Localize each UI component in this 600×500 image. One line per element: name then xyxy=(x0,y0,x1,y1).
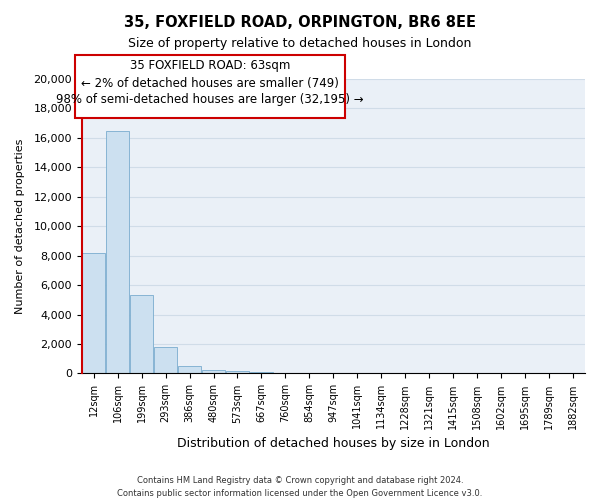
Bar xyxy=(178,366,201,374)
Text: ← 2% of detached houses are smaller (749): ← 2% of detached houses are smaller (749… xyxy=(81,76,339,90)
Bar xyxy=(202,370,225,374)
Y-axis label: Number of detached properties: Number of detached properties xyxy=(15,138,25,314)
Bar xyxy=(154,347,177,374)
Text: Size of property relative to detached houses in London: Size of property relative to detached ho… xyxy=(128,38,472,51)
Bar xyxy=(130,296,153,374)
Bar xyxy=(226,371,249,374)
Text: 35, FOXFIELD ROAD, ORPINGTON, BR6 8EE: 35, FOXFIELD ROAD, ORPINGTON, BR6 8EE xyxy=(124,15,476,30)
Bar xyxy=(106,130,129,374)
Bar xyxy=(82,252,105,374)
Text: Contains HM Land Registry data © Crown copyright and database right 2024.
Contai: Contains HM Land Registry data © Crown c… xyxy=(118,476,482,498)
Bar xyxy=(250,372,273,374)
Text: 98% of semi-detached houses are larger (32,195) →: 98% of semi-detached houses are larger (… xyxy=(56,93,364,106)
X-axis label: Distribution of detached houses by size in London: Distribution of detached houses by size … xyxy=(177,437,490,450)
Text: 35 FOXFIELD ROAD: 63sqm: 35 FOXFIELD ROAD: 63sqm xyxy=(130,59,290,72)
